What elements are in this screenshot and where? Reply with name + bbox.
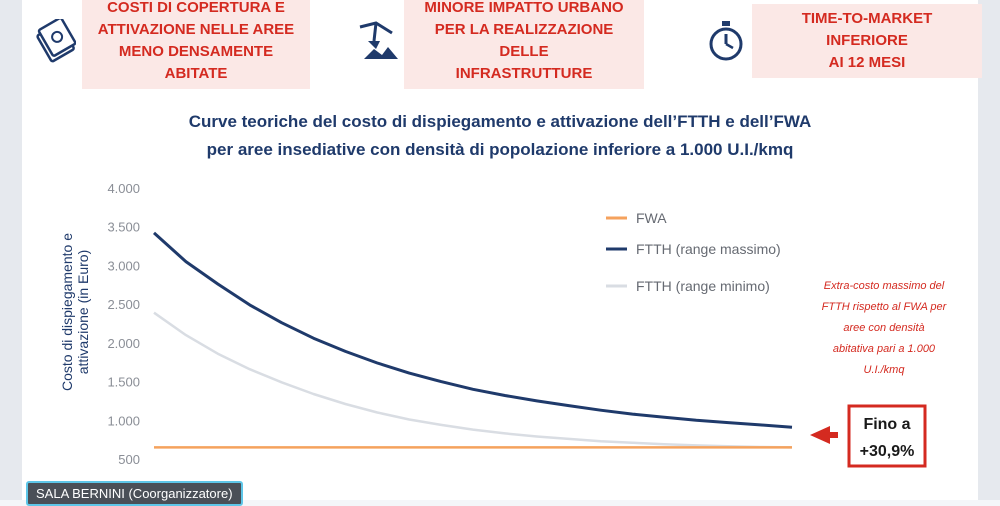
left-margin	[0, 0, 22, 500]
room-label-tag: SALA BERNINI (Coorganizzatore)	[26, 481, 243, 506]
stopwatch-icon	[700, 15, 752, 67]
benefit-time-to-market: TIME-TO-MARKET INFERIORE AI 12 MESI	[700, 2, 982, 80]
annotation-line: aree con densità	[843, 322, 924, 334]
annotation-line: FTTH rispetto al FWA per	[822, 301, 948, 313]
y-tick-label: 500	[118, 452, 140, 467]
legend: FWA FTTH (range massimo) FTTH (range min…	[606, 210, 781, 294]
callout-box: Fino a +30,9%	[847, 404, 927, 468]
callout-arrow-icon	[810, 426, 838, 444]
chart-title: Curve teoriche del costo di dispiegament…	[22, 108, 978, 164]
series-line-ftth-max	[152, 231, 793, 429]
annotation-line: Extra-costo massimo del	[824, 280, 945, 292]
y-tick-label: 2.500	[107, 297, 140, 312]
callout-line-2: +30,9%	[860, 443, 915, 460]
y-tick-label: 2.000	[107, 336, 140, 351]
legend-label-ftth-min: FTTH (range minimo)	[636, 278, 770, 294]
series-layer	[152, 231, 793, 449]
benefit-label: MINORE IMPATTO URBANO PER LA REALIZZAZIO…	[404, 0, 644, 89]
y-tick-label: 3.500	[107, 220, 140, 235]
chart-title-line-2: per aree insediative con densità di popo…	[206, 140, 794, 159]
benefit-urban-impact: MINORE IMPATTO URBANO PER LA REALIZZAZIO…	[352, 0, 644, 89]
y-axis-title-line-1: Costo di dispiegamento e	[59, 233, 75, 391]
y-axis-title-line-2: attivazione (in Euro)	[75, 250, 91, 375]
legend-label-ftth-max: FTTH (range massimo)	[636, 241, 781, 257]
y-tick-label: 1.500	[107, 375, 140, 390]
benefit-label: COSTI DI COPERTURA E ATTIVAZIONE NELLE A…	[82, 0, 310, 89]
callout-box-border	[847, 404, 927, 468]
money-icon	[30, 15, 82, 67]
y-tick-label: 1.000	[107, 413, 140, 428]
annotation-line: U.I./kmq	[864, 364, 906, 376]
y-tick-labels: 500 1.000 1.500 2.000 2.500 3.000 3.500 4.000	[107, 181, 140, 467]
slide: COSTI DI COPERTURA E ATTIVAZIONE NELLE A…	[22, 0, 982, 500]
annotation-line: abitativa pari a 1.000	[833, 343, 936, 355]
benefit-label: TIME-TO-MARKET INFERIORE AI 12 MESI	[752, 4, 982, 78]
excavator-icon	[352, 15, 404, 67]
right-margin	[978, 0, 1000, 500]
y-tick-label: 4.000	[107, 181, 140, 196]
benefit-cost: COSTI DI COPERTURA E ATTIVAZIONE NELLE A…	[30, 0, 310, 89]
y-axis-title: Costo di dispiegamento e attivazione (in…	[59, 233, 91, 391]
legend-label-fwa: FWA	[636, 210, 667, 226]
series-line-ftth-min	[153, 311, 793, 449]
callout-line-1: Fino a	[863, 416, 910, 433]
chart-title-line-1: Curve teoriche del costo di dispiegament…	[188, 112, 812, 131]
y-tick-label: 3.000	[107, 258, 140, 273]
extra-cost-annotation: Extra-costo massimo del FTTH rispetto al…	[822, 280, 948, 376]
cost-curve-chart: Costo di dispiegamento e attivazione (in…	[59, 181, 948, 468]
